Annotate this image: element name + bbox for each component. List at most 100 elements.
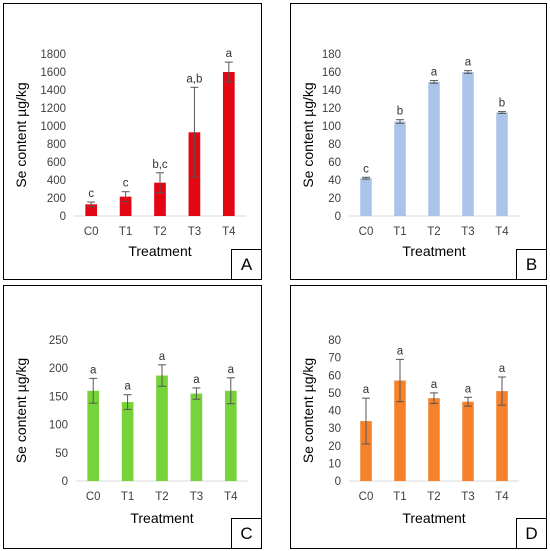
chart-b-xtick-label: T4 <box>495 226 509 238</box>
chart-panel-b: 0 20 40 60 80 100 120 140 160 180 c C0 b T1 a T2 a T3 b T4 S… <box>290 3 547 280</box>
chart-d-bar-t4 <box>496 391 508 481</box>
chart-a-xtick-label: T2 <box>153 226 166 238</box>
chart-d-y-axis-title: Se content µg/kg <box>300 358 316 463</box>
chart-a-xtick-label: T3 <box>188 226 201 238</box>
chart-a-bar-t1 <box>119 196 132 216</box>
chart-c-xtick-label: T4 <box>224 491 238 503</box>
chart-b-ytick-label: 180 <box>322 49 341 61</box>
chart-b-xtick-label: T1 <box>393 226 406 238</box>
chart-c-sig-label-t2: a <box>159 351 166 363</box>
chart-b-bar-t2 <box>428 81 440 217</box>
chart-panel-c: 0 50 100 150 200 250 a C0 a T1 a T2 a T3 a T4 Se content… <box>3 285 262 549</box>
chart-d-ytick-label: 70 <box>328 353 341 365</box>
chart-a-ytick-label: 600 <box>47 157 66 169</box>
chart-c-y-axis-title: Se content µg/kg <box>13 358 29 463</box>
chart-b-ytick-label: 120 <box>322 103 341 115</box>
chart-c-bar-t1 <box>121 402 134 481</box>
chart-a-ytick-label: 1600 <box>40 67 66 79</box>
chart-a-sig-label-t1: c <box>123 178 129 190</box>
chart-c-ytick-label: 50 <box>55 448 68 460</box>
chart-d-bar-t1 <box>394 380 406 481</box>
chart-d-ytick-label: 60 <box>328 370 341 382</box>
chart-d-bar-t2 <box>428 398 440 481</box>
chart-c-ytick-label: 200 <box>49 363 68 375</box>
chart-c-sig-label-c0: a <box>90 364 97 376</box>
chart-b-sig-label-t4: b <box>499 98 505 110</box>
chart-c-xtick-label: T2 <box>155 491 168 503</box>
chart-panel-d: 0 10 20 30 40 50 60 70 80 a C0 a T1 a T2 a T3 a T4 Se conte… <box>290 285 547 549</box>
chart-c-bar-c0 <box>87 390 100 481</box>
chart-a-ytick-label: 0 <box>60 211 66 223</box>
chart-b-sig-label-c0: c <box>363 163 369 175</box>
chart-c-bar-t4 <box>224 390 237 481</box>
chart-d-sig-label-t1: a <box>397 345 404 357</box>
chart-d-ytick-label: 10 <box>328 458 341 470</box>
chart-d-ytick-label: 50 <box>328 388 341 400</box>
chart-a-svg: 0 200 400 600 800 1000 1200 1400 1600 1800 c C0 c T1 b… <box>13 48 246 259</box>
chart-a-sig-label-t2: b,c <box>152 159 168 171</box>
chart-b-ytick-label: 80 <box>328 139 341 151</box>
chart-a-ytick-label: 1200 <box>40 103 66 115</box>
chart-a-ytick-label: 1000 <box>40 121 66 133</box>
chart-d-sig-label-t3: a <box>465 383 472 395</box>
chart-c-svg: 0 50 100 150 200 250 a C0 a T1 a T2 a T3 a T4 Se content… <box>13 335 248 526</box>
chart-d-ytick-label: 0 <box>335 476 341 488</box>
chart-b-ytick-label: 140 <box>322 85 341 97</box>
chart-b-ytick-label: 60 <box>328 157 341 169</box>
chart-c-xtick-label: T1 <box>121 491 134 503</box>
chart-c-xtick-label: C0 <box>86 491 101 503</box>
chart-b-sig-label-t3: a <box>465 57 472 69</box>
chart-b-sig-label-t1: b <box>397 106 403 118</box>
chart-d-sig-label-t2: a <box>431 379 438 391</box>
chart-c-x-axis-title: Treatment <box>130 510 193 526</box>
chart-a-ytick-label: 1800 <box>40 49 66 61</box>
chart-d-bar-c0 <box>360 421 372 481</box>
chart-d-xtick-label: C0 <box>359 491 374 503</box>
chart-a-ytick-label: 1400 <box>40 85 66 97</box>
chart-c-sig-label-t4: a <box>228 364 235 376</box>
chart-b-xtick-label: T3 <box>461 226 474 238</box>
chart-a-sig-label-c0: c <box>88 188 94 200</box>
chart-b-ytick-label: 160 <box>322 67 341 79</box>
chart-a-y-axis-title: Se content µg/kg <box>13 82 29 187</box>
chart-d-svg: 0 10 20 30 40 50 60 70 80 a C0 a T1 a T2 a T3 a T4 Se conte… <box>300 335 519 526</box>
chart-c-sig-label-t3: a <box>193 374 200 386</box>
chart-d-sig-label-t4: a <box>499 363 506 375</box>
chart-b-sig-label-t2: a <box>431 67 438 79</box>
chart-a-xtick-label: T1 <box>119 226 132 238</box>
chart-b-bar-t4 <box>496 112 508 216</box>
chart-b-ytick-label: 100 <box>322 121 341 133</box>
chart-a-sig-label-t4: a <box>226 48 233 60</box>
chart-b-bar-c0 <box>360 178 372 216</box>
chart-d-xtick-label: T3 <box>461 491 474 503</box>
chart-b-xtick-label: T2 <box>427 226 440 238</box>
chart-b-ytick-label: 0 <box>335 211 341 223</box>
chart-c-xtick-label: T3 <box>190 491 203 503</box>
chart-c-bar-t2 <box>156 375 168 481</box>
chart-a-ytick-label: 400 <box>47 175 66 187</box>
chart-d-sig-label-c0: a <box>363 384 370 396</box>
chart-b-bar-t1 <box>394 121 406 216</box>
chart-d-xtick-label: T4 <box>495 491 509 503</box>
chart-d-ytick-label: 80 <box>328 335 341 347</box>
chart-d-x-axis-title: Treatment <box>402 510 465 526</box>
panel-label-b: B <box>516 249 546 279</box>
chart-c-sig-label-t1: a <box>124 381 131 393</box>
panel-label-c: C <box>231 518 261 548</box>
chart-c-ytick-label: 150 <box>49 391 68 403</box>
chart-b-ytick-label: 40 <box>328 175 341 187</box>
panel-label-d: D <box>516 518 546 548</box>
chart-d-xtick-label: T1 <box>393 491 406 503</box>
chart-a-bar-c0 <box>85 204 98 216</box>
chart-c-ytick-label: 0 <box>62 476 68 488</box>
chart-a-xtick-label: T4 <box>222 226 236 238</box>
chart-d-ytick-label: 40 <box>328 406 341 418</box>
chart-a-ytick-label: 200 <box>47 193 66 205</box>
chart-panel-a: 0 200 400 600 800 1000 1200 1400 1600 1800 c C0 c T1 b… <box>3 3 262 280</box>
chart-b-y-axis-title: Se content µg/kg <box>300 82 316 187</box>
chart-b-xtick-label: C0 <box>359 226 374 238</box>
chart-a-bar-t4 <box>222 72 235 216</box>
chart-d-xtick-label: T2 <box>427 491 440 503</box>
chart-d-ytick-label: 20 <box>328 441 341 453</box>
chart-d-ytick-label: 30 <box>328 423 341 435</box>
